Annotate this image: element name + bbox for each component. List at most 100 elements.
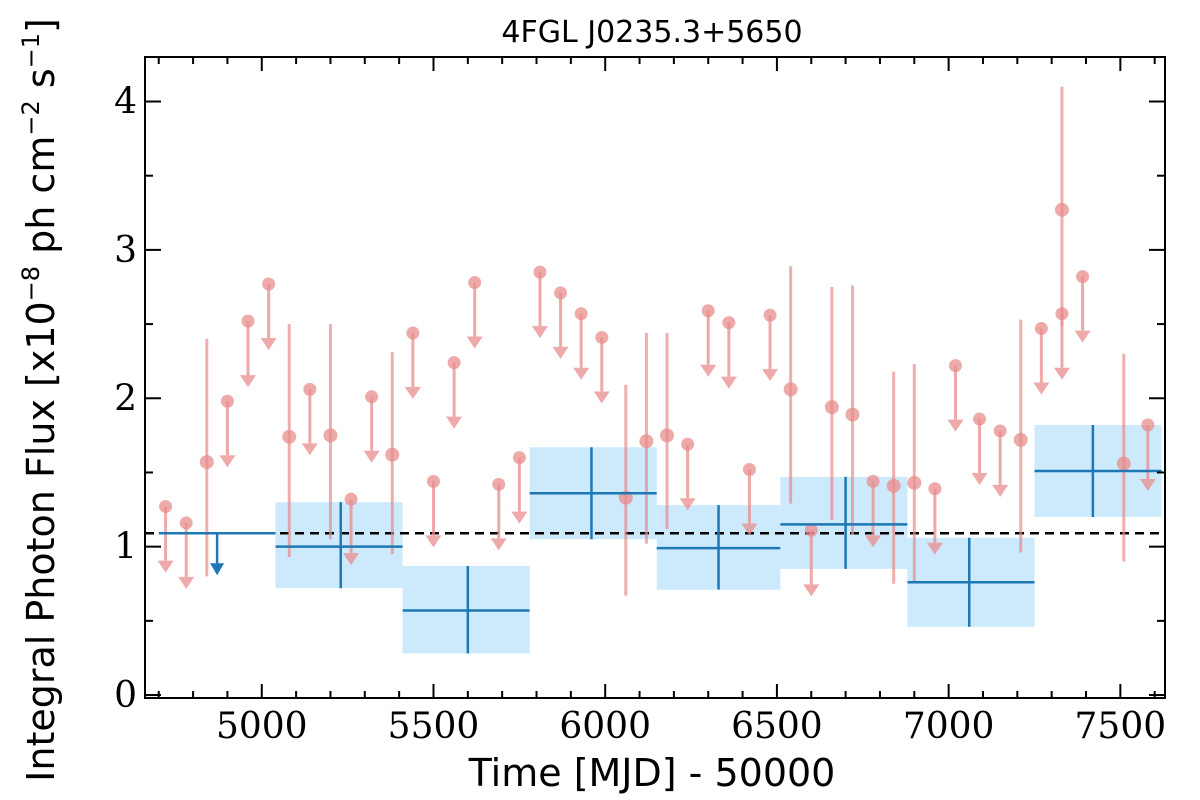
- short-bin-ul-arrow: [404, 386, 421, 399]
- x-axis-label: Time [MJD] - 50000: [468, 751, 836, 795]
- short-bin-point: [660, 428, 675, 443]
- short-bin-ul-point: [512, 451, 526, 465]
- short-bin-ul-point: [993, 424, 1007, 438]
- short-bin-ul-arrow: [219, 455, 236, 468]
- short-bin-point: [1013, 432, 1028, 447]
- short-bin-point: [783, 382, 798, 397]
- short-bin-point: [282, 429, 297, 444]
- short-bin-point: [824, 400, 839, 415]
- short-bin-ul-arrow: [1074, 330, 1091, 343]
- short-bin-ul-point: [949, 359, 963, 373]
- short-bin-ul-point: [447, 356, 461, 370]
- short-bin-ul-arrow: [926, 542, 943, 555]
- short-bin-ul-arrow: [947, 419, 964, 432]
- short-bin-ul-point: [866, 474, 880, 488]
- short-bin-point: [323, 428, 338, 443]
- long-bin-band: [780, 476, 908, 569]
- short-bin-ul-arrow: [363, 450, 380, 463]
- short-bin-ul-arrow: [573, 367, 590, 380]
- y-tick-label: 2: [114, 378, 137, 419]
- y-axis-label-exp-s: −1: [17, 33, 45, 68]
- chart-title: 4FGL J0235.3+5650: [501, 15, 802, 50]
- short-bin-ul-arrow: [720, 376, 737, 389]
- short-bin-ul-arrow: [552, 346, 569, 359]
- short-bin-ul-point: [763, 308, 777, 322]
- y-tick-label: 0: [114, 675, 137, 716]
- short-bin-ul-point: [574, 307, 588, 321]
- short-bin-point: [1116, 456, 1131, 471]
- short-bin-ul-arrow: [971, 473, 988, 486]
- short-bin-point: [886, 478, 901, 493]
- long-bin-ul-arrow: [210, 563, 225, 576]
- short-bin-ul-point: [406, 326, 420, 340]
- short-bin-ul-point: [701, 304, 715, 318]
- short-bin-ul-arrow: [1139, 478, 1156, 491]
- short-bin-ul-point: [241, 314, 255, 328]
- y-axis-label-seconds: s: [19, 68, 63, 100]
- short-bin-ul-arrow: [1033, 382, 1050, 395]
- short-bin-ul-arrow: [1053, 367, 1070, 380]
- short-bin-ul-point: [220, 394, 234, 408]
- short-bin-ul-point: [303, 382, 317, 396]
- short-bin-ul-arrow: [865, 535, 882, 548]
- short-bin-ul-point: [742, 462, 756, 476]
- short-bin-ul-arrow: [466, 336, 483, 349]
- short-bin-ul-arrow: [700, 364, 717, 377]
- short-bin-ul-point: [804, 523, 818, 537]
- y-tick-label: 3: [114, 230, 137, 271]
- short-bin-ul-point: [262, 277, 276, 291]
- short-bin-ul-arrow: [446, 416, 463, 429]
- short-bin-ul-arrow: [343, 553, 360, 566]
- axis-ticks: 5000 5500 6000 6500 7000 7500 0 1 2 3 4: [114, 57, 1166, 747]
- short-bin-ul-arrow: [301, 443, 318, 456]
- short-bin-point: [1054, 202, 1069, 217]
- x-tick-label: 7000: [903, 706, 995, 747]
- x-tick-label: 5000: [216, 706, 308, 747]
- short-bin-ul-arrow: [762, 369, 779, 382]
- plot-frame: [144, 56, 1166, 699]
- short-bin-ul-point: [1141, 418, 1155, 432]
- short-bin-point: [199, 455, 214, 470]
- short-bin-ul-point: [426, 474, 440, 488]
- x-tick-label: 6500: [731, 706, 823, 747]
- short-bin-ul-arrow: [511, 511, 528, 524]
- short-bin-ul-arrow: [741, 523, 758, 536]
- short-bin-ul-arrow: [425, 535, 442, 548]
- short-bin-ul-arrow: [240, 375, 257, 388]
- short-bin-ul-point: [1034, 322, 1048, 336]
- short-bin-ul-arrow: [260, 338, 277, 351]
- x-tick-label: 5500: [388, 706, 480, 747]
- short-bin-ul-point: [344, 492, 358, 506]
- short-bin-ul-point: [365, 390, 379, 404]
- short-bin-ul-point: [595, 330, 609, 344]
- short-bin-ul-arrow: [157, 560, 174, 573]
- short-bin-ul-point: [973, 412, 987, 426]
- short-bin-ul-arrow: [992, 484, 1009, 497]
- short-bin-ul-point: [492, 477, 506, 491]
- x-tick-label: 6000: [559, 706, 651, 747]
- y-tick-label: 4: [114, 82, 137, 123]
- short-bin-ul-arrow: [593, 391, 610, 404]
- short-bin-ul-point: [468, 276, 482, 290]
- short-bin-ul-point: [928, 482, 942, 496]
- short-bin-ul-point: [681, 437, 695, 451]
- short-bin-ul-point: [533, 265, 547, 279]
- plot-area: [145, 86, 1165, 654]
- short-bin-point: [385, 447, 400, 462]
- short-bin-point: [845, 407, 860, 422]
- y-axis-label-exp-flux: −8: [17, 266, 45, 301]
- x-tick-label: 7500: [1075, 706, 1167, 747]
- short-bin-point: [907, 475, 922, 490]
- y-axis-label-main: Integral Photon Flux [x10: [19, 301, 63, 782]
- long-bin-band: [275, 502, 403, 589]
- short-bin-ul-arrow: [490, 538, 507, 551]
- short-bin-ul-point: [1076, 270, 1090, 284]
- short-bin-ul-point: [722, 316, 736, 330]
- y-axis-label-exp-cm: −2: [17, 100, 45, 135]
- y-tick-label: 1: [114, 527, 137, 568]
- short-bin-ul-point: [554, 286, 568, 300]
- short-bin-ul-arrow: [679, 498, 696, 511]
- short-bin-ul-point: [179, 516, 193, 530]
- y-axis-label-units: ph cm: [19, 136, 63, 266]
